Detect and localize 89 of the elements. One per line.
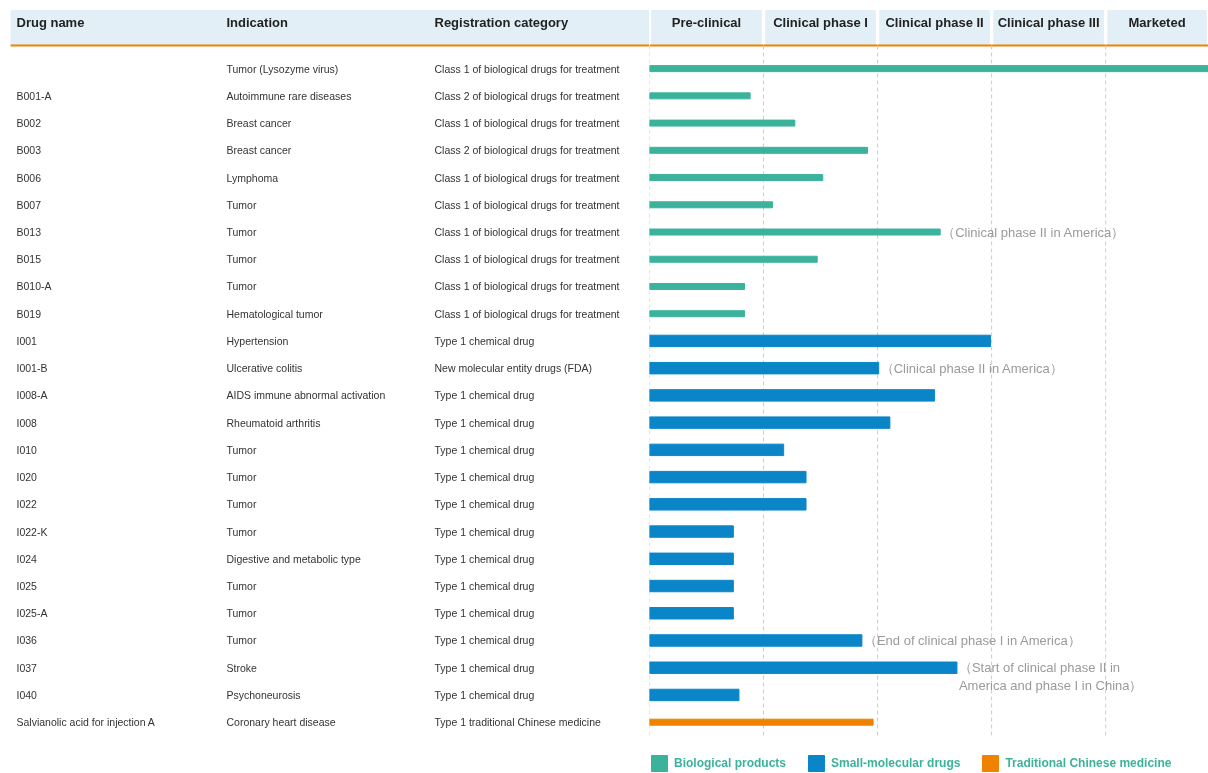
y-tick-label: B002 <box>16 117 42 130</box>
text: Type 1 chemical drug <box>434 688 535 701</box>
text: Ulcerative colitis <box>226 362 303 375</box>
text: Class 1 of biological drugs for treatment <box>434 280 620 293</box>
text: Class 2 of biological drugs for treatment <box>434 89 620 102</box>
text: Type 1 chemical drug <box>434 443 535 456</box>
y-tick-label: I037 <box>16 661 38 674</box>
y-tick-label: I025 <box>16 580 38 593</box>
text: Class 1 of biological drugs for treatment <box>434 198 620 211</box>
text: Rheumatoid arthritis <box>226 416 321 429</box>
text: Class 1 of biological drugs for treatment <box>434 171 620 184</box>
text: Marketed <box>1128 15 1186 31</box>
text: Type 1 chemical drug <box>434 389 535 402</box>
text: Tumor <box>226 525 257 538</box>
legend-label: Small-molecular drugs <box>831 756 961 770</box>
y-tick-label: I022-K <box>16 525 48 538</box>
text: Pre-clinical <box>671 15 742 31</box>
text: Indication <box>226 15 288 31</box>
text: Type 1 chemical drug <box>434 471 535 484</box>
text: Type 1 chemical drug <box>434 334 535 347</box>
text: Type 1 traditional Chinese medicine <box>434 716 601 729</box>
annotation: （Clinical phase II in America） <box>880 360 1063 376</box>
text: Tumor <box>226 634 257 647</box>
y-tick-label: B019 <box>16 307 42 320</box>
text: Tumor (Lysozyme virus) <box>226 62 339 75</box>
text: Type 1 chemical drug <box>434 416 535 429</box>
text: Class 1 of biological drugs for treatment <box>434 226 620 239</box>
text: Clinical phase II <box>885 15 984 31</box>
text: Autoimmune rare diseases <box>226 89 352 102</box>
y-tick-label: I001-B <box>16 362 48 375</box>
y-tick-label: B010-A <box>16 280 52 293</box>
text: New molecular entity drugs (FDA) <box>434 362 593 375</box>
text: Tumor <box>226 443 257 456</box>
y-tick-label: I036 <box>16 634 38 647</box>
text: Tumor <box>226 226 257 239</box>
legend-label: Biological products <box>674 756 787 770</box>
annotation: （End of clinical phase I in America） <box>863 632 1081 648</box>
text: Type 1 chemical drug <box>434 607 535 620</box>
text: Type 1 chemical drug <box>434 552 535 565</box>
y-axis-title: Drug name <box>16 15 85 31</box>
y-tick-label: B006 <box>16 171 42 184</box>
text: Coronary heart disease <box>226 716 336 729</box>
text: Clinical phase I <box>773 15 868 31</box>
text: Type 1 chemical drug <box>434 634 535 647</box>
y-tick-label: B007 <box>16 198 42 211</box>
text: AIDS immune abnormal activation <box>226 389 386 402</box>
text: Tumor <box>226 607 257 620</box>
text: Lymphoma <box>226 171 279 184</box>
y-tick-label: I022 <box>16 498 38 511</box>
text: Tumor <box>226 580 257 593</box>
text: Type 1 chemical drug <box>434 498 535 511</box>
annotation: （Clinical phase II in America） <box>942 224 1125 240</box>
y-tick-label: I040 <box>16 688 38 701</box>
text: Tumor <box>226 471 257 484</box>
text: Class 1 of biological drugs for treatment <box>434 62 620 75</box>
y-tick-label: I010 <box>16 443 38 456</box>
text: Digestive and metabolic type <box>226 552 361 565</box>
text: Tumor <box>226 280 257 293</box>
y-tick-label: I024 <box>16 552 38 565</box>
text: Class 2 of biological drugs for treatment <box>434 144 620 157</box>
text: Class 1 of biological drugs for treatment <box>434 253 620 266</box>
annotation: （Start of clinical phase II in America and phase I in China） <box>958 660 1143 694</box>
text: Psychoneurosis <box>226 688 301 701</box>
text: Hematological tumor <box>226 307 324 320</box>
y-tick-label: I025-A <box>16 607 48 620</box>
text: Type 1 chemical drug <box>434 580 535 593</box>
text: Registration category <box>434 15 569 31</box>
text: Class 1 of biological drugs for treatment <box>434 307 620 320</box>
y-tick-label: B001-A <box>16 89 52 102</box>
text: Breast cancer <box>226 144 292 157</box>
text: Type 1 chemical drug <box>434 525 535 538</box>
text: Hypertension <box>226 334 289 347</box>
text: Clinical phase III <box>997 15 1100 31</box>
text: Type 1 chemical drug <box>434 661 535 674</box>
legend-label: Traditional Chinese medicine <box>1005 756 1172 770</box>
text: Stroke <box>226 661 258 674</box>
y-tick-label: I001 <box>16 334 38 347</box>
text: Tumor <box>226 498 257 511</box>
y-tick-label: I008-A <box>16 389 48 402</box>
text: Class 1 of biological drugs for treatment <box>434 117 620 130</box>
y-tick-label: I020 <box>16 471 38 484</box>
y-tick-label: I008 <box>16 416 38 429</box>
text: Tumor <box>226 253 257 266</box>
y-tick-label: B013 <box>16 226 42 239</box>
y-tick-label: B003 <box>16 144 42 157</box>
y-tick-label: B015 <box>16 253 42 266</box>
text: Tumor <box>226 198 257 211</box>
y-tick-label: Salvianolic acid for injection A <box>16 716 155 729</box>
text: Breast cancer <box>226 117 292 130</box>
